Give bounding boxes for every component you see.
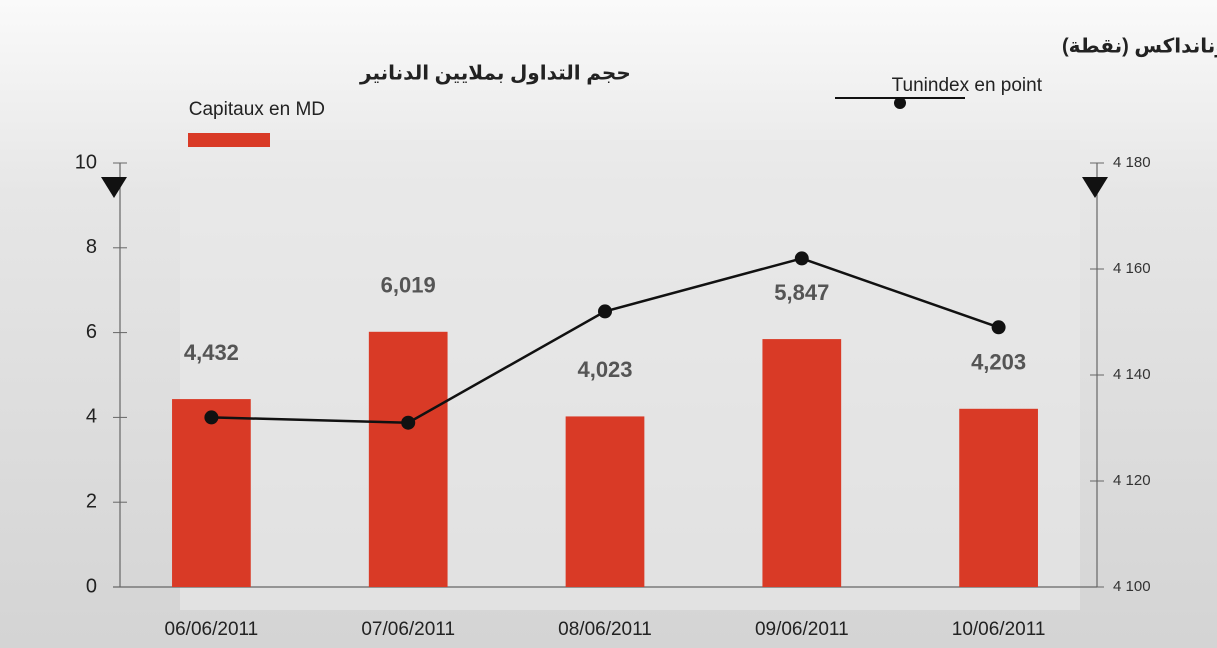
x-tick-label: 10/06/2011 [952, 619, 1046, 640]
x-tick-label: 09/06/2011 [755, 619, 849, 640]
value-label: 4,203 [971, 350, 1026, 375]
line-marker [401, 416, 415, 430]
legend-arabic: حجم التداول بملايين الدنانير [359, 62, 631, 84]
x-tick-label: 06/06/2011 [165, 619, 259, 640]
value-label: 6,019 [381, 273, 436, 298]
line-marker [204, 410, 218, 424]
legend-swatch [188, 133, 270, 147]
bar [172, 399, 251, 587]
x-tick-label: 07/06/2011 [361, 619, 455, 640]
bar [959, 409, 1038, 587]
bar [762, 339, 841, 587]
y-tick-label: 2 [86, 490, 97, 512]
y2-tick-label: 4 120 [1113, 472, 1151, 489]
bar [566, 416, 645, 587]
value-label: 4,023 [577, 357, 632, 382]
y2-tick-label: 4 100 [1113, 578, 1151, 595]
line-marker [992, 320, 1006, 334]
line-marker [795, 251, 809, 265]
y2-tick-label: 4 140 [1113, 366, 1151, 383]
line-marker [598, 304, 612, 318]
y-tick-label: 10 [75, 151, 97, 173]
y-tick-label: 4 [86, 406, 97, 428]
legend-label: Capitaux en MD [189, 99, 325, 120]
y2-tick-label: 4 180 [1113, 154, 1151, 171]
x-tick-label: 08/06/2011 [558, 619, 652, 640]
y-tick-label: 0 [86, 575, 97, 597]
chart: حجم التداول بملايين الدنانير Capitaux en… [0, 0, 1217, 648]
y2-tick-label: 4 160 [1113, 260, 1151, 277]
bar [369, 332, 448, 587]
legend-marker [894, 97, 906, 109]
legend-arabic: مؤشر التونانداكس (نقطة) [1062, 35, 1217, 57]
y-tick-label: 8 [86, 236, 97, 258]
legend-label: Tunindex en point [892, 75, 1043, 96]
y-tick-label: 6 [86, 321, 97, 343]
value-label: 5,847 [774, 280, 829, 305]
value-label: 4,432 [184, 340, 239, 365]
